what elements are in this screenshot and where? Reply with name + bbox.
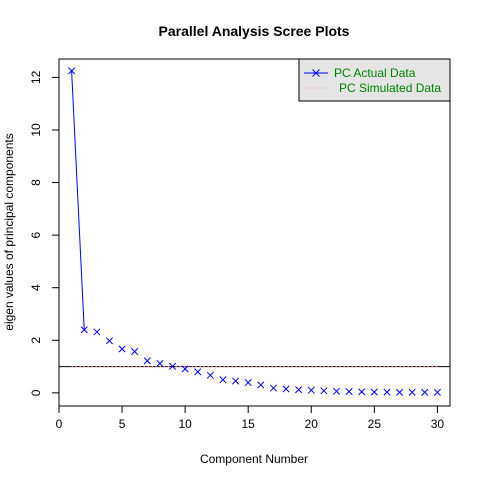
y-tick-label: 12 (29, 70, 43, 84)
actual-data-point (383, 388, 391, 396)
actual-data-point (295, 386, 303, 394)
actual-data-point (194, 368, 202, 376)
actual-data-point (143, 357, 151, 365)
y-tick-label: 2 (29, 337, 43, 344)
actual-data-point (345, 387, 353, 396)
actual-data-point (358, 388, 366, 396)
actual-data-point (269, 384, 277, 392)
actual-data-point (206, 371, 214, 379)
actual-data-point (168, 362, 177, 370)
actual-data-point (131, 348, 139, 356)
x-tick-label: 20 (305, 417, 319, 431)
actual-data-point (421, 388, 429, 396)
y-tick-label: 4 (29, 284, 43, 291)
legend-actual-label: PC Actual Data (334, 66, 416, 80)
plot-area (59, 67, 450, 396)
actual-data-point (68, 67, 76, 75)
actual-data-point (105, 337, 114, 345)
actual-data-point (307, 386, 315, 394)
x-tick-label: 0 (56, 417, 63, 431)
y-tick-label: 8 (29, 179, 43, 186)
actual-data-point (282, 385, 290, 393)
chart-title: Parallel Analysis Scree Plots (159, 23, 350, 39)
actual-data-point (80, 326, 88, 334)
plot-frame (58, 58, 451, 407)
actual-data-point (219, 376, 227, 384)
legend: PC Actual Data PC Simulated Data (298, 58, 451, 102)
x-axis: 0 5 10 15 20 25 30 (56, 405, 445, 431)
x-tick-label: 15 (242, 417, 256, 431)
actual-data-point (320, 387, 328, 395)
actual-data-point (332, 387, 341, 395)
y-axis-label: eigen values of principal components (2, 133, 16, 330)
y-tick-label: 0 (29, 389, 43, 396)
y-axis: 0 2 4 6 8 10 12 (29, 70, 60, 396)
actual-data-point (395, 388, 404, 396)
actual-data-point (370, 388, 378, 396)
actual-data-point (156, 359, 164, 367)
actual-data-point (257, 381, 265, 389)
actual-data-point (118, 345, 126, 353)
x-tick-label: 10 (178, 417, 192, 431)
actual-data-line (71, 70, 85, 330)
actual-data-point (93, 328, 101, 336)
actual-data-point (232, 377, 240, 385)
legend-simulated-label: PC Simulated Data (339, 81, 441, 95)
y-tick-label: 10 (29, 123, 43, 137)
actual-data-point (181, 365, 189, 373)
actual-data-point (408, 388, 416, 396)
actual-data-point (244, 379, 252, 387)
legend-actual-marker (312, 69, 320, 77)
x-tick-label: 30 (431, 417, 445, 431)
actual-data-point (433, 388, 441, 396)
legend-box (298, 58, 451, 102)
y-tick-label: 6 (29, 231, 43, 238)
x-axis-label: Component Number (200, 452, 308, 466)
x-tick-label: 25 (368, 417, 382, 431)
x-tick-label: 5 (119, 417, 126, 431)
